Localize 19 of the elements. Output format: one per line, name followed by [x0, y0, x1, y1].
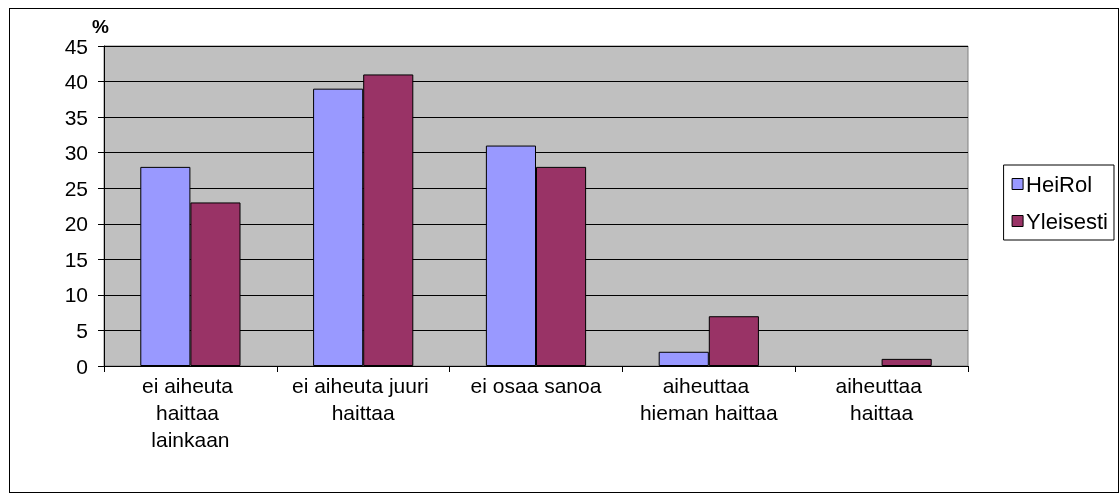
y-tick-label: 15 — [64, 247, 88, 271]
y-tick-label: 0 — [76, 354, 88, 378]
y-tick-label: 45 — [64, 34, 88, 58]
y-tick-label: 35 — [64, 105, 88, 129]
y-tick-label: 40 — [64, 70, 88, 94]
y-tick-label: 30 — [64, 141, 88, 165]
x-tick-label: aiheuttaa haittaa — [835, 374, 928, 424]
x-tick-label: ei osaa sanoa — [470, 374, 602, 397]
y-axis-title: % — [92, 15, 109, 37]
legend-label: HeiRol — [1026, 171, 1093, 197]
legend-label: Yleisesti — [1026, 208, 1108, 234]
bar — [881, 358, 932, 366]
y-tick-label: 5 — [76, 318, 88, 342]
x-tick-label: aiheuttaa hieman haittaa — [639, 374, 778, 424]
x-tick-label: ei aiheuta juuri haittaa — [291, 374, 435, 424]
y-tick-label: 10 — [64, 283, 88, 307]
y-tick-label: 20 — [64, 212, 88, 236]
y-tick-label: 25 — [64, 176, 88, 200]
x-tick-label: ei aiheuta haittaa lainkaan — [141, 374, 239, 451]
